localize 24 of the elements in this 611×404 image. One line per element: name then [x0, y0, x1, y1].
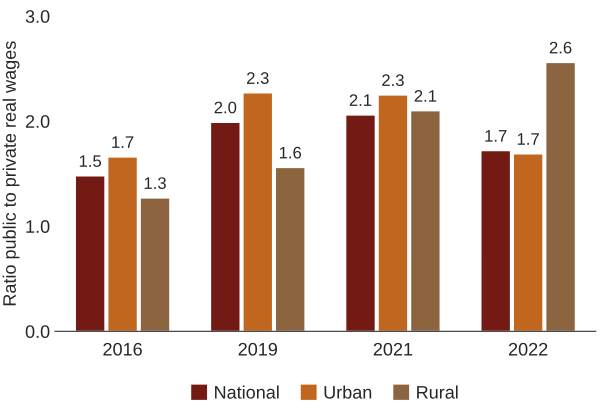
y-tick-label: 0.0 [26, 325, 50, 338]
x-tick-label: 2016 [103, 342, 142, 356]
data-label: 2.3 [247, 72, 269, 84]
y-tick-label: 1.0 [26, 220, 50, 233]
y-tick-label: 2.0 [26, 115, 50, 128]
legend-label: Urban [324, 385, 372, 399]
data-label: 2.1 [414, 90, 436, 102]
data-label: 2.3 [382, 74, 404, 86]
y-tick-label: 3.0 [26, 10, 50, 23]
legend-label: National [215, 385, 279, 399]
data-label: 1.7 [112, 136, 134, 148]
x-tick-label: 2019 [238, 342, 277, 356]
data-label: 1.7 [485, 130, 506, 142]
data-label: 2.1 [350, 94, 372, 106]
x-tick-label: 2022 [508, 342, 548, 356]
data-label: 1.6 [280, 146, 302, 159]
data-label: 1.7 [518, 133, 539, 145]
y-axis-title: Ratio public to private real wages [2, 41, 20, 306]
legend-label: Rural [417, 385, 458, 399]
data-label: 2.6 [550, 42, 572, 54]
data-label: 1.3 [144, 177, 166, 190]
x-tick-label: 2021 [374, 342, 412, 356]
data-label: 1.5 [80, 155, 102, 167]
data-label: 2.0 [214, 102, 236, 114]
